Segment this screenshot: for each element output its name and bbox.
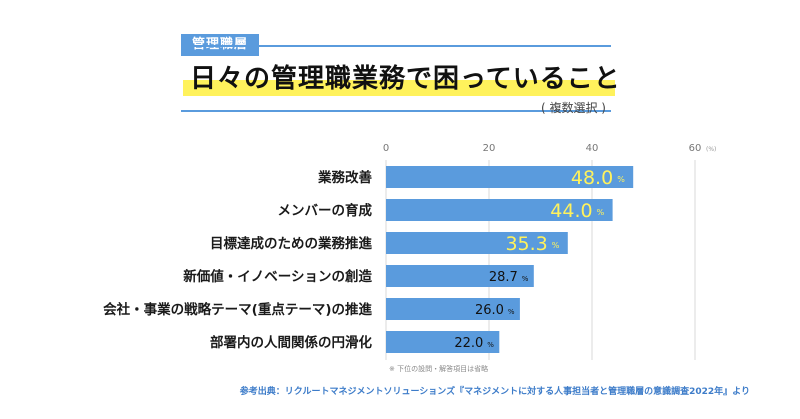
category-label: 部署内の人間関係の円滑化: [210, 334, 372, 351]
source-citation: 参考出典：リクルートマネジメントソリューションズ『マネジメントに対する人事担当者…: [239, 387, 750, 397]
data-label: 44.0: [550, 200, 592, 222]
data-label-unit: %: [617, 175, 625, 184]
bar: [386, 265, 534, 287]
chart-subtitle: ( 複数選択 ): [541, 101, 606, 115]
data-label-unit: %: [522, 275, 529, 283]
footnote: ※ 下位の設問・解答項目は省略: [389, 365, 489, 373]
category-label: メンバーの育成: [278, 202, 373, 219]
category-label: 目標達成のための業務推進: [210, 235, 372, 252]
x-tick-label: 60: [689, 143, 702, 154]
data-label-unit: %: [597, 208, 605, 217]
data-label: 48.0: [571, 167, 613, 189]
data-label: 35.3: [505, 233, 547, 255]
category-label: 新価値・イノベーションの創造: [183, 268, 372, 285]
data-label: 22.0: [454, 336, 483, 351]
title-highlight: [183, 80, 615, 96]
data-label-unit: %: [508, 308, 515, 316]
data-label: 28.7: [489, 270, 518, 285]
bar: [386, 199, 613, 221]
x-tick-unit: (%): [706, 146, 716, 153]
data-label-unit: %: [552, 241, 560, 250]
bar: [386, 232, 568, 254]
data-label-unit: %: [487, 341, 494, 349]
chart-title: 日々の管理職業務で困っていること: [190, 64, 621, 94]
data-label: 26.0: [475, 303, 504, 318]
title-rule-top: [181, 45, 611, 47]
category-label: 業務改善: [317, 169, 372, 186]
x-tick-label: 0: [383, 143, 389, 154]
x-tick-label: 40: [586, 143, 599, 154]
title-rule-bottom: [181, 110, 611, 112]
x-tick-label: 20: [483, 143, 496, 154]
category-label: 会社・事業の戦略テーマ(重点テーマ)の推進: [103, 301, 372, 318]
bar: [386, 331, 500, 353]
bar: [386, 298, 520, 320]
bar: [386, 166, 634, 188]
